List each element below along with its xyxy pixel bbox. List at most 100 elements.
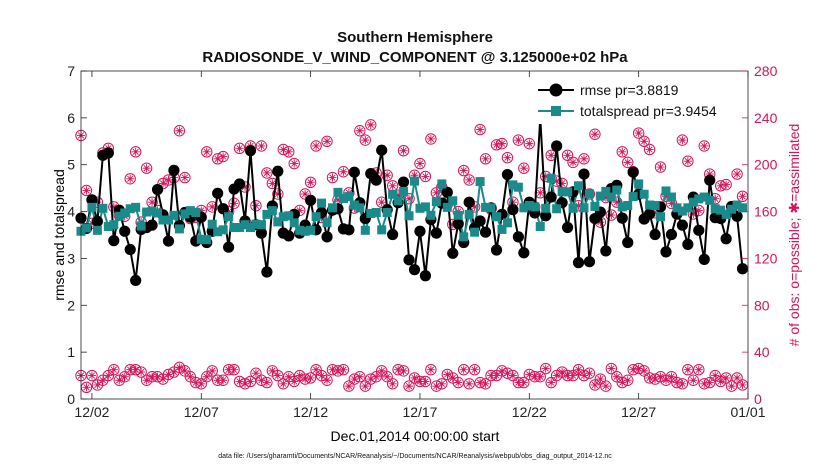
obs-asterisk [355, 372, 364, 381]
obs-asterisk [465, 175, 474, 184]
obs-asterisk [230, 199, 239, 208]
obs-asterisk [208, 202, 217, 211]
totalspread-point [158, 215, 168, 225]
obs-asterisk [366, 120, 375, 129]
totalspread-point [699, 192, 709, 202]
obs-possible-point [140, 162, 153, 174]
rmse-point [321, 231, 333, 243]
y-right-tick-label: 280 [754, 63, 778, 79]
totalspread-point [612, 185, 622, 195]
obs-asterisk [448, 373, 457, 382]
obs-possible-point [217, 150, 229, 163]
obs-asterisk [301, 189, 310, 199]
obs-circle [698, 140, 710, 152]
obs-asterisk [404, 194, 414, 203]
obs-asterisk [262, 168, 271, 177]
obs-asterisk [230, 365, 239, 374]
obs-asterisk [240, 182, 250, 192]
rmse-point [119, 225, 131, 237]
totalspread-point [240, 220, 250, 230]
obs-circle [643, 143, 656, 156]
rmse-point [261, 266, 273, 278]
obs-circle [731, 168, 743, 180]
rmse-point [452, 218, 464, 230]
totalspread-point [114, 211, 124, 221]
obs-asterisk [377, 366, 386, 375]
obs-possible-point [682, 155, 694, 167]
x-axis-label: Dec.01,2014 00:00:00 start [331, 428, 500, 444]
obs-asterisk [508, 198, 517, 207]
y-left-tick-label: 4 [67, 204, 75, 220]
obs-possible-point [463, 174, 475, 186]
obs-asterisk [694, 206, 703, 215]
obs-possible-point [179, 171, 191, 184]
obs-circle [463, 378, 475, 390]
obs-circle [616, 146, 628, 158]
obs-circle [272, 369, 284, 382]
obs-asterisk [235, 144, 244, 153]
y-left-tick-label: 0 [67, 391, 75, 407]
obs-circle [479, 153, 492, 165]
obs-circle [108, 364, 120, 376]
totalspread-point [453, 210, 463, 220]
obs-circle [272, 188, 284, 200]
obs-asterisk [148, 198, 157, 207]
totalspread-point [442, 202, 452, 212]
rmse-point [545, 191, 557, 203]
obs-possible-point [365, 119, 377, 131]
totalspread-point [245, 223, 255, 233]
obs-asterisk [175, 126, 184, 135]
x-tick-label: 01/01 [730, 404, 765, 420]
totalspread-point [623, 200, 633, 210]
obs-possible-point [414, 157, 426, 170]
obs-asterisk [284, 372, 293, 381]
rmse-point [255, 227, 268, 239]
obs-assimilated-point [720, 372, 732, 384]
obs-circle [693, 204, 705, 217]
totalspread-point [98, 203, 108, 213]
obs-possible-point [124, 173, 136, 185]
obs-asterisk [224, 207, 233, 216]
y-left-tick-label: 1 [67, 344, 75, 360]
obs-possible-point [129, 146, 142, 158]
obs-circle [244, 375, 257, 388]
totalspread-point [694, 194, 704, 204]
obs-asterisk [251, 201, 261, 210]
obs-circle [304, 372, 317, 384]
obs-asterisk [219, 376, 228, 385]
obs-circle [343, 380, 355, 392]
totalspread-point [278, 212, 288, 222]
obs-asterisk [733, 170, 742, 179]
obs-circle [567, 156, 579, 169]
obs-asterisk [689, 376, 698, 385]
totalspread-point [645, 200, 655, 210]
obs-asterisk [579, 154, 589, 163]
totalspread-point [546, 173, 556, 183]
obs-asterisk [126, 174, 135, 183]
obs-circle [725, 380, 738, 392]
obs-possible-point [261, 167, 273, 179]
obs-possible-point [425, 133, 437, 145]
obs-circle [545, 376, 557, 389]
totalspread-point [716, 205, 726, 215]
rmse-point [501, 168, 514, 181]
obs-possible-point [359, 134, 371, 146]
obs-possible-point [567, 156, 579, 169]
totalspread-point [191, 208, 201, 218]
obs-asterisk [361, 382, 370, 391]
obs-circle [261, 167, 273, 179]
totalspread-point [174, 224, 184, 234]
obs-asterisk [722, 373, 731, 382]
rmse-point [622, 236, 634, 249]
obs-assimilated-point [605, 362, 618, 375]
obs-circle [496, 137, 508, 150]
obs-possible-point [386, 180, 399, 192]
obs-asterisk [213, 154, 222, 163]
y-left-tick-label: 6 [67, 110, 75, 126]
rmse-point [419, 270, 432, 282]
obs-asterisk [284, 147, 293, 156]
rmse-point [102, 147, 114, 159]
obs-circle [611, 196, 623, 208]
obs-circle [129, 146, 142, 158]
obs-possible-point [304, 176, 317, 188]
